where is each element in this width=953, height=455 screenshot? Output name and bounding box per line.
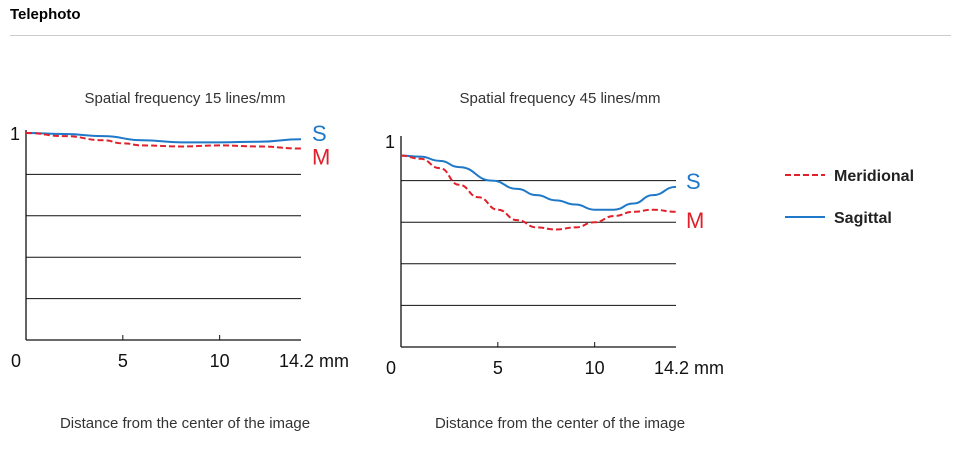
series-label-M: M xyxy=(312,145,330,170)
series-label-S: S xyxy=(312,121,327,146)
y-tick-label: 1 xyxy=(385,132,395,152)
legend-label-sagittal: Sagittal xyxy=(834,210,892,227)
series-sagittal xyxy=(25,132,302,144)
chart-title: Spatial frequency 45 lines/mm xyxy=(460,90,661,107)
series-sagittal xyxy=(400,154,677,211)
x-axis-label: Distance from the center of the image xyxy=(435,415,685,432)
x-tick-label: 0 xyxy=(11,351,21,371)
series-meridional xyxy=(400,154,677,231)
legend-label-meridional: Meridional xyxy=(834,168,914,185)
x-tick-label: 5 xyxy=(493,358,503,378)
series-label-M: M xyxy=(686,208,704,233)
x-tick-label: 10 xyxy=(210,351,230,371)
x-tick-label: 14.2 mm xyxy=(654,358,724,378)
x-tick-label: 0 xyxy=(386,358,396,378)
x-tick-label: 14.2 mm xyxy=(279,351,349,371)
x-axis-label: Distance from the center of the image xyxy=(60,415,310,432)
x-tick-label: 10 xyxy=(585,358,605,378)
series-label-S: S xyxy=(686,169,701,194)
section-title: Telephoto xyxy=(10,6,81,23)
series-meridional xyxy=(25,132,302,150)
chart-title: Spatial frequency 15 lines/mm xyxy=(85,90,286,107)
x-tick-label: 5 xyxy=(118,351,128,371)
divider xyxy=(10,35,951,36)
y-tick-label: 1 xyxy=(10,124,20,144)
